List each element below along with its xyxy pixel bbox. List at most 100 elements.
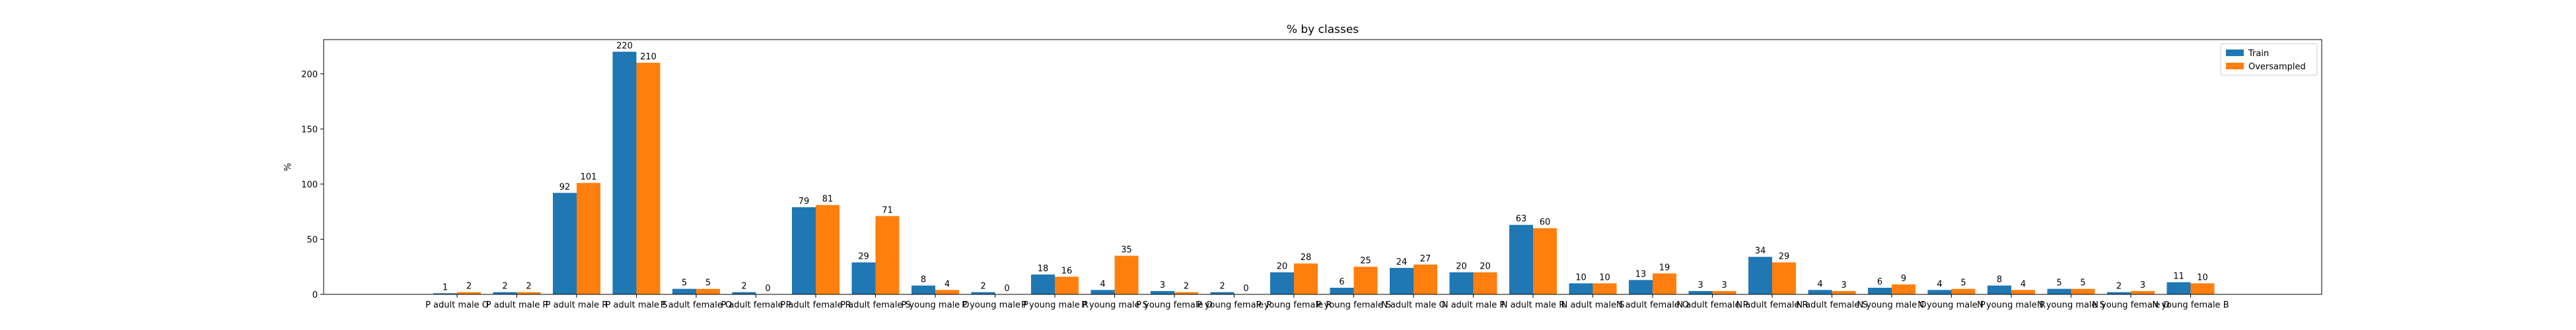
- bar-label-train-15: 6: [1339, 277, 1344, 287]
- x-tick-label-10: P young male R: [1021, 300, 1089, 310]
- bar-label-train-7: 29: [858, 252, 869, 262]
- plot-frame: [323, 39, 2322, 295]
- x-tick-label-8: P young male O: [901, 300, 969, 310]
- bar-train-29: [2166, 282, 2191, 294]
- x-tick-label-9: P young male P: [962, 300, 1028, 310]
- y-tick-label-2: 100: [301, 180, 318, 190]
- x-tick-label-6: P adult female R: [780, 300, 851, 310]
- bar-label-oversampled-15: 25: [1360, 256, 1371, 266]
- x-tick-label-21: N adult female P: [1677, 300, 1748, 310]
- bar-label-train-16: 24: [1396, 257, 1408, 267]
- bar-train-18: [1509, 224, 1533, 294]
- bar-label-oversampled-16: 27: [1420, 254, 1431, 264]
- bar-label-oversampled-10: 16: [1061, 266, 1073, 276]
- x-tick-label-7: P adult female S: [840, 300, 910, 310]
- bar-oversampled-7: [875, 216, 900, 294]
- x-tick-label-26: N young male R: [1977, 300, 2046, 310]
- bar-oversampled-0: [457, 292, 481, 294]
- bar-label-train-14: 20: [1277, 262, 1288, 272]
- bar-label-oversampled-20: 19: [1659, 263, 1670, 273]
- bar-train-7: [851, 262, 876, 294]
- x-tick-label-19: N adult male S: [1561, 300, 1625, 310]
- bar-train-6: [792, 207, 816, 294]
- bar-train-19: [1569, 283, 1593, 294]
- bar-train-28: [2107, 292, 2131, 294]
- bar-train-24: [1868, 287, 1892, 294]
- x-tick-label-11: P young male S: [1081, 300, 1148, 310]
- bar-oversampled-26: [2011, 290, 2035, 294]
- bar-train-20: [1629, 280, 1653, 294]
- bar-label-oversampled-4: 5: [705, 279, 711, 288]
- bar-label-oversampled-3: 210: [640, 52, 657, 62]
- x-tick-label-22: N adult female R: [1736, 300, 1808, 310]
- bar-oversampled-2: [577, 183, 600, 294]
- bar-label-oversampled-11: 35: [1121, 246, 1132, 255]
- bar-label-oversampled-6: 81: [822, 195, 834, 205]
- bar-label-oversampled-7: 71: [882, 205, 893, 215]
- bar-label-oversampled-23: 3: [1841, 280, 1846, 290]
- bar-label-oversampled-19: 10: [1599, 273, 1610, 282]
- bar-oversampled-14: [1294, 263, 1318, 294]
- bar-oversampled-24: [1892, 284, 1915, 294]
- bar-label-oversampled-17: 20: [1480, 262, 1491, 272]
- bar-oversampled-29: [2190, 283, 2215, 294]
- bar-label-train-29: 11: [2173, 272, 2184, 282]
- bar-label-train-6: 79: [799, 197, 810, 207]
- bar-label-oversampled-22: 29: [1779, 252, 1790, 262]
- bar-train-26: [1987, 285, 2011, 294]
- bar-label-train-3: 220: [616, 41, 633, 51]
- bar-label-oversampled-27: 5: [2080, 279, 2085, 288]
- bar-oversampled-21: [1712, 290, 1736, 294]
- x-tick-label-2: P adult male R: [546, 300, 608, 310]
- bar-train-25: [1927, 290, 1952, 294]
- x-tick-label-16: N adult male O: [1381, 300, 1446, 310]
- bar-label-train-23: 4: [1817, 279, 1822, 289]
- x-tick-label-4: P adult female O: [661, 300, 732, 310]
- bar-train-9: [971, 292, 995, 294]
- bar-label-train-17: 20: [1456, 262, 1467, 272]
- bar-oversampled-20: [1653, 273, 1676, 294]
- bar-label-train-28: 2: [2116, 282, 2122, 292]
- bar-label-train-21: 3: [1698, 280, 1703, 290]
- bar-train-16: [1390, 267, 1413, 294]
- bar-label-train-11: 4: [1100, 279, 1105, 289]
- x-tick-label-13: P young female P: [1197, 300, 1271, 310]
- bar-label-oversampled-28: 3: [2140, 280, 2145, 290]
- legend-swatch-1: [2226, 63, 2244, 69]
- x-tick-label-14: P young female R: [1256, 300, 1332, 310]
- bar-label-train-12: 3: [1160, 280, 1165, 290]
- bar-label-train-8: 8: [921, 275, 926, 285]
- bar-oversampled-10: [1055, 277, 1079, 294]
- bar-train-22: [1748, 257, 1772, 294]
- bar-label-train-22: 34: [1755, 246, 1766, 256]
- bar-train-3: [612, 51, 637, 294]
- bar-train-4: [672, 288, 696, 294]
- bar-label-oversampled-12: 2: [1184, 282, 1189, 292]
- bar-label-train-13: 2: [1219, 282, 1225, 292]
- bar-label-train-19: 10: [1575, 273, 1587, 282]
- x-tick-label-1: P adult male P: [486, 300, 548, 310]
- bar-label-oversampled-29: 10: [2197, 273, 2208, 282]
- y-tick-label-0: 0: [312, 290, 318, 300]
- x-tick-label-20: N adult female O: [1616, 300, 1689, 310]
- bar-train-23: [1808, 290, 1832, 294]
- bar-train-21: [1688, 290, 1713, 294]
- bar-oversampled-18: [1533, 228, 1557, 294]
- x-tick-label-24: N young male O: [1857, 300, 1927, 310]
- bar-oversampled-23: [1832, 290, 1856, 294]
- y-tick-label-3: 150: [301, 125, 318, 135]
- x-axis: P adult male OP adult male PP adult male…: [425, 294, 2229, 310]
- bar-train-17: [1449, 272, 1474, 294]
- y-tick-label-1: 50: [306, 235, 318, 245]
- bar-label-train-27: 5: [2056, 279, 2061, 288]
- x-tick-label-23: N adult female S: [1796, 300, 1867, 310]
- x-tick-label-25: N young male P: [1917, 300, 1986, 310]
- bar-label-oversampled-26: 4: [2021, 279, 2026, 289]
- bar-train-27: [2047, 288, 2071, 294]
- bar-label-oversampled-9: 0: [1004, 284, 1009, 294]
- x-tick-label-12: P young female O: [1136, 300, 1213, 310]
- legend-box: [2220, 43, 2318, 76]
- bar-oversampled-3: [636, 63, 661, 294]
- bar-train-12: [1151, 290, 1174, 294]
